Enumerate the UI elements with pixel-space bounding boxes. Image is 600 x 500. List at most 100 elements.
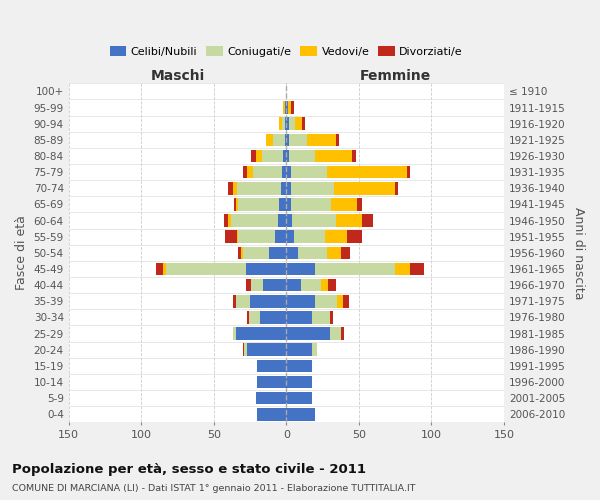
Bar bbox=[253, 166, 282, 178]
Bar bbox=[283, 102, 285, 114]
Bar bbox=[233, 295, 236, 308]
Bar bbox=[281, 182, 286, 194]
Bar bbox=[285, 102, 286, 114]
Bar bbox=[286, 246, 298, 259]
Bar bbox=[286, 150, 289, 162]
Bar bbox=[244, 344, 247, 356]
Bar bbox=[257, 408, 286, 420]
Bar bbox=[260, 311, 286, 324]
Bar bbox=[292, 214, 335, 227]
Text: Maschi: Maschi bbox=[151, 70, 205, 84]
Bar bbox=[316, 295, 337, 308]
Bar bbox=[256, 392, 286, 404]
Bar bbox=[352, 150, 356, 162]
Bar bbox=[262, 150, 283, 162]
Bar bbox=[407, 166, 410, 178]
Bar bbox=[327, 246, 341, 259]
Bar bbox=[286, 134, 289, 146]
Bar bbox=[316, 262, 395, 276]
Bar bbox=[257, 360, 286, 372]
Bar bbox=[233, 182, 237, 194]
Bar bbox=[226, 230, 237, 243]
Bar bbox=[337, 295, 343, 308]
Bar bbox=[286, 214, 292, 227]
Bar bbox=[236, 198, 238, 210]
Bar bbox=[328, 279, 335, 291]
Bar bbox=[286, 328, 330, 340]
Bar bbox=[163, 262, 166, 276]
Bar bbox=[243, 344, 244, 356]
Bar bbox=[250, 295, 286, 308]
Bar bbox=[321, 279, 328, 291]
Bar bbox=[237, 182, 281, 194]
Bar bbox=[285, 118, 286, 130]
Bar bbox=[286, 392, 313, 404]
Bar bbox=[238, 246, 241, 259]
Bar bbox=[236, 295, 250, 308]
Bar bbox=[290, 182, 334, 194]
Bar bbox=[238, 198, 279, 210]
Bar bbox=[251, 150, 256, 162]
Bar bbox=[273, 134, 285, 146]
Y-axis label: Anni di nascita: Anni di nascita bbox=[572, 206, 585, 299]
Bar bbox=[286, 182, 290, 194]
Bar bbox=[302, 118, 305, 130]
Text: COMUNE DI MARCIANA (LI) - Dati ISTAT 1° gennaio 2011 - Elaborazione TUTTITALIA.I: COMUNE DI MARCIANA (LI) - Dati ISTAT 1° … bbox=[12, 484, 415, 493]
Bar bbox=[228, 182, 233, 194]
Bar bbox=[247, 311, 248, 324]
Bar bbox=[243, 166, 247, 178]
Bar bbox=[288, 102, 290, 114]
Bar bbox=[395, 262, 410, 276]
Bar bbox=[313, 311, 330, 324]
Bar bbox=[335, 134, 338, 146]
Legend: Celibi/Nubili, Coniugati/e, Vedovi/e, Divorziati/e: Celibi/Nubili, Coniugati/e, Vedovi/e, Di… bbox=[105, 42, 467, 61]
Text: Popolazione per età, sesso e stato civile - 2011: Popolazione per età, sesso e stato civil… bbox=[12, 462, 366, 475]
Bar bbox=[279, 198, 286, 210]
Bar bbox=[410, 262, 424, 276]
Bar bbox=[275, 230, 286, 243]
Bar bbox=[247, 344, 286, 356]
Bar bbox=[362, 214, 373, 227]
Bar bbox=[286, 262, 316, 276]
Bar bbox=[343, 295, 349, 308]
Bar bbox=[289, 118, 295, 130]
Bar bbox=[335, 214, 362, 227]
Bar bbox=[231, 214, 278, 227]
Bar bbox=[325, 230, 347, 243]
Bar bbox=[263, 279, 286, 291]
Bar bbox=[286, 376, 313, 388]
Bar bbox=[238, 230, 275, 243]
Bar bbox=[327, 166, 407, 178]
Bar bbox=[257, 376, 286, 388]
Bar bbox=[282, 118, 285, 130]
Bar bbox=[289, 150, 316, 162]
Bar bbox=[156, 262, 163, 276]
Bar bbox=[286, 360, 313, 372]
Bar bbox=[241, 246, 243, 259]
Bar bbox=[266, 134, 273, 146]
Bar bbox=[251, 279, 263, 291]
Bar bbox=[316, 150, 352, 162]
Bar bbox=[166, 262, 245, 276]
Bar bbox=[347, 230, 362, 243]
Bar bbox=[286, 102, 288, 114]
Bar bbox=[248, 311, 260, 324]
Bar bbox=[358, 198, 362, 210]
Bar bbox=[286, 295, 316, 308]
Bar bbox=[247, 166, 253, 178]
Bar bbox=[289, 134, 307, 146]
Bar bbox=[286, 279, 301, 291]
Bar bbox=[331, 198, 358, 210]
Bar bbox=[224, 214, 228, 227]
Y-axis label: Fasce di età: Fasce di età bbox=[15, 216, 28, 290]
Bar bbox=[395, 182, 398, 194]
Bar bbox=[245, 279, 251, 291]
Bar bbox=[256, 150, 262, 162]
Bar bbox=[307, 134, 335, 146]
Bar bbox=[283, 150, 286, 162]
Bar bbox=[330, 311, 333, 324]
Bar bbox=[341, 246, 350, 259]
Bar bbox=[228, 214, 231, 227]
Bar bbox=[245, 262, 286, 276]
Bar bbox=[233, 328, 236, 340]
